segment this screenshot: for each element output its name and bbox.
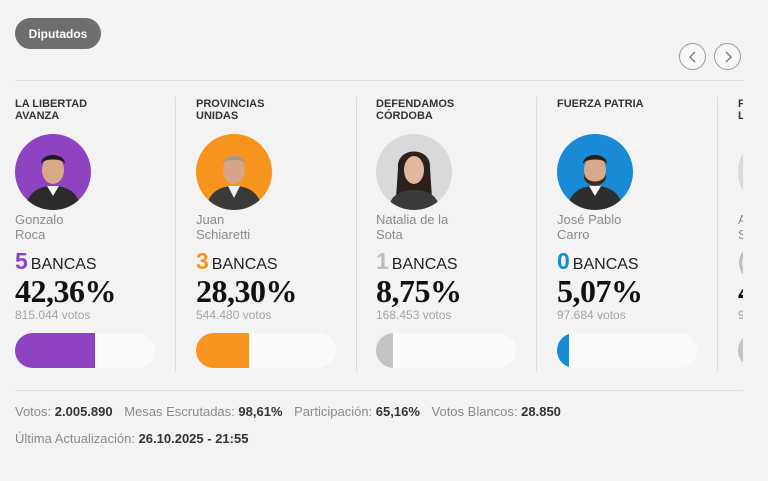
seats-count: 5 BANCAS	[15, 248, 97, 275]
vote-count: 815.044 votos	[15, 308, 91, 322]
vote-share-fill	[15, 333, 95, 368]
vote-share-bar	[376, 333, 516, 368]
carousel-prev-button[interactable]	[679, 43, 706, 70]
candidate-avatar	[15, 134, 91, 210]
seats-count: (	[738, 248, 743, 275]
party-card: F L A S ( 4 9	[738, 97, 743, 372]
card-divider	[175, 97, 176, 372]
bottom-divider	[15, 390, 743, 391]
candidate-avatar	[738, 134, 743, 210]
stat-participacion: Participación: 65,16%	[294, 404, 420, 419]
party-name: F L	[738, 98, 743, 122]
candidate-name: Natalia de la Sota	[376, 212, 449, 242]
vote-percentage: 8,75%	[376, 273, 462, 309]
vote-share-fill	[557, 333, 569, 368]
vote-share-bar	[15, 333, 155, 368]
candidate-photo	[376, 134, 452, 210]
candidate-avatar	[196, 134, 272, 210]
party-name: FUERZA PATRIA	[557, 98, 644, 110]
stat-votos: Votos: 2.005.890	[15, 404, 113, 419]
candidate-name: Gonzalo Roca	[15, 212, 64, 242]
candidate-photo	[15, 134, 91, 210]
vote-share-bar	[196, 333, 336, 368]
election-stats: Votos: 2.005.890 Mesas Escrutadas: 98,61…	[15, 404, 569, 419]
vote-share-fill	[196, 333, 249, 368]
candidate-name: A S	[738, 212, 743, 242]
candidate-avatar	[376, 134, 452, 210]
seats-label: BANCAS	[572, 256, 639, 273]
vote-percentage: 28,30%	[196, 273, 298, 309]
results-carousel: LA LIBERTAD AVANZA Gonzalo Roca 5 BANCAS …	[15, 97, 743, 372]
chevron-right-icon	[725, 51, 732, 62]
seats-label: BANCAS	[211, 256, 278, 273]
seats-count: 1 BANCAS	[376, 248, 458, 275]
seats-count: 0 BANCAS	[557, 248, 639, 275]
card-divider	[717, 97, 718, 372]
vote-share-bar	[738, 333, 743, 368]
stat-blancos: Votos Blancos: 28.850	[431, 404, 561, 419]
seats-number: 3	[196, 248, 209, 274]
card-divider	[356, 97, 357, 372]
vote-share-bar	[557, 333, 697, 368]
seats-count: 3 BANCAS	[196, 248, 278, 275]
seats-label: BANCAS	[30, 256, 97, 273]
candidate-name: Juan Schiaretti	[196, 212, 251, 242]
tab-diputados[interactable]: Diputados	[15, 18, 101, 49]
party-card: PROVINCIAS UNIDAS Juan Schiaretti 3 BANCA…	[196, 97, 338, 372]
vote-percentage: 5,07%	[557, 273, 643, 309]
seats-number: (	[738, 248, 743, 274]
vote-share-fill	[738, 333, 743, 368]
candidate-photo	[738, 134, 743, 210]
party-name: PROVINCIAS UNIDAS	[196, 98, 265, 122]
candidate-photo	[196, 134, 272, 210]
vote-percentage: 42,36%	[15, 273, 117, 309]
top-divider	[15, 80, 743, 81]
candidate-avatar	[557, 134, 633, 210]
party-card: FUERZA PATRIA José Pablo Carro 0 BANCAS 5…	[557, 97, 699, 372]
stat-mesas: Mesas Escrutadas: 98,61%	[124, 404, 283, 419]
seats-number: 5	[15, 248, 28, 274]
seats-number: 1	[376, 248, 389, 274]
carousel-next-button[interactable]	[714, 43, 741, 70]
party-name: DEFENDAMOS CÓRDOBA	[376, 98, 455, 122]
card-divider	[536, 97, 537, 372]
vote-count: 9	[738, 308, 743, 322]
chevron-left-icon	[688, 51, 695, 62]
seats-label: BANCAS	[391, 256, 458, 273]
vote-share-fill	[376, 333, 393, 368]
candidate-photo	[557, 134, 633, 210]
last-updated: Última Actualización: 26.10.2025 - 21:55	[15, 431, 249, 446]
vote-percentage: 4	[738, 273, 743, 310]
party-name: LA LIBERTAD AVANZA	[15, 98, 88, 122]
vote-count: 168.453 votos	[376, 308, 452, 322]
vote-count: 544.480 votos	[196, 308, 272, 322]
candidate-name: José Pablo Carro	[557, 212, 622, 242]
vote-count: 97.684 votos	[557, 308, 626, 322]
seats-number: 0	[557, 248, 570, 274]
party-card: LA LIBERTAD AVANZA Gonzalo Roca 5 BANCAS …	[15, 97, 157, 372]
